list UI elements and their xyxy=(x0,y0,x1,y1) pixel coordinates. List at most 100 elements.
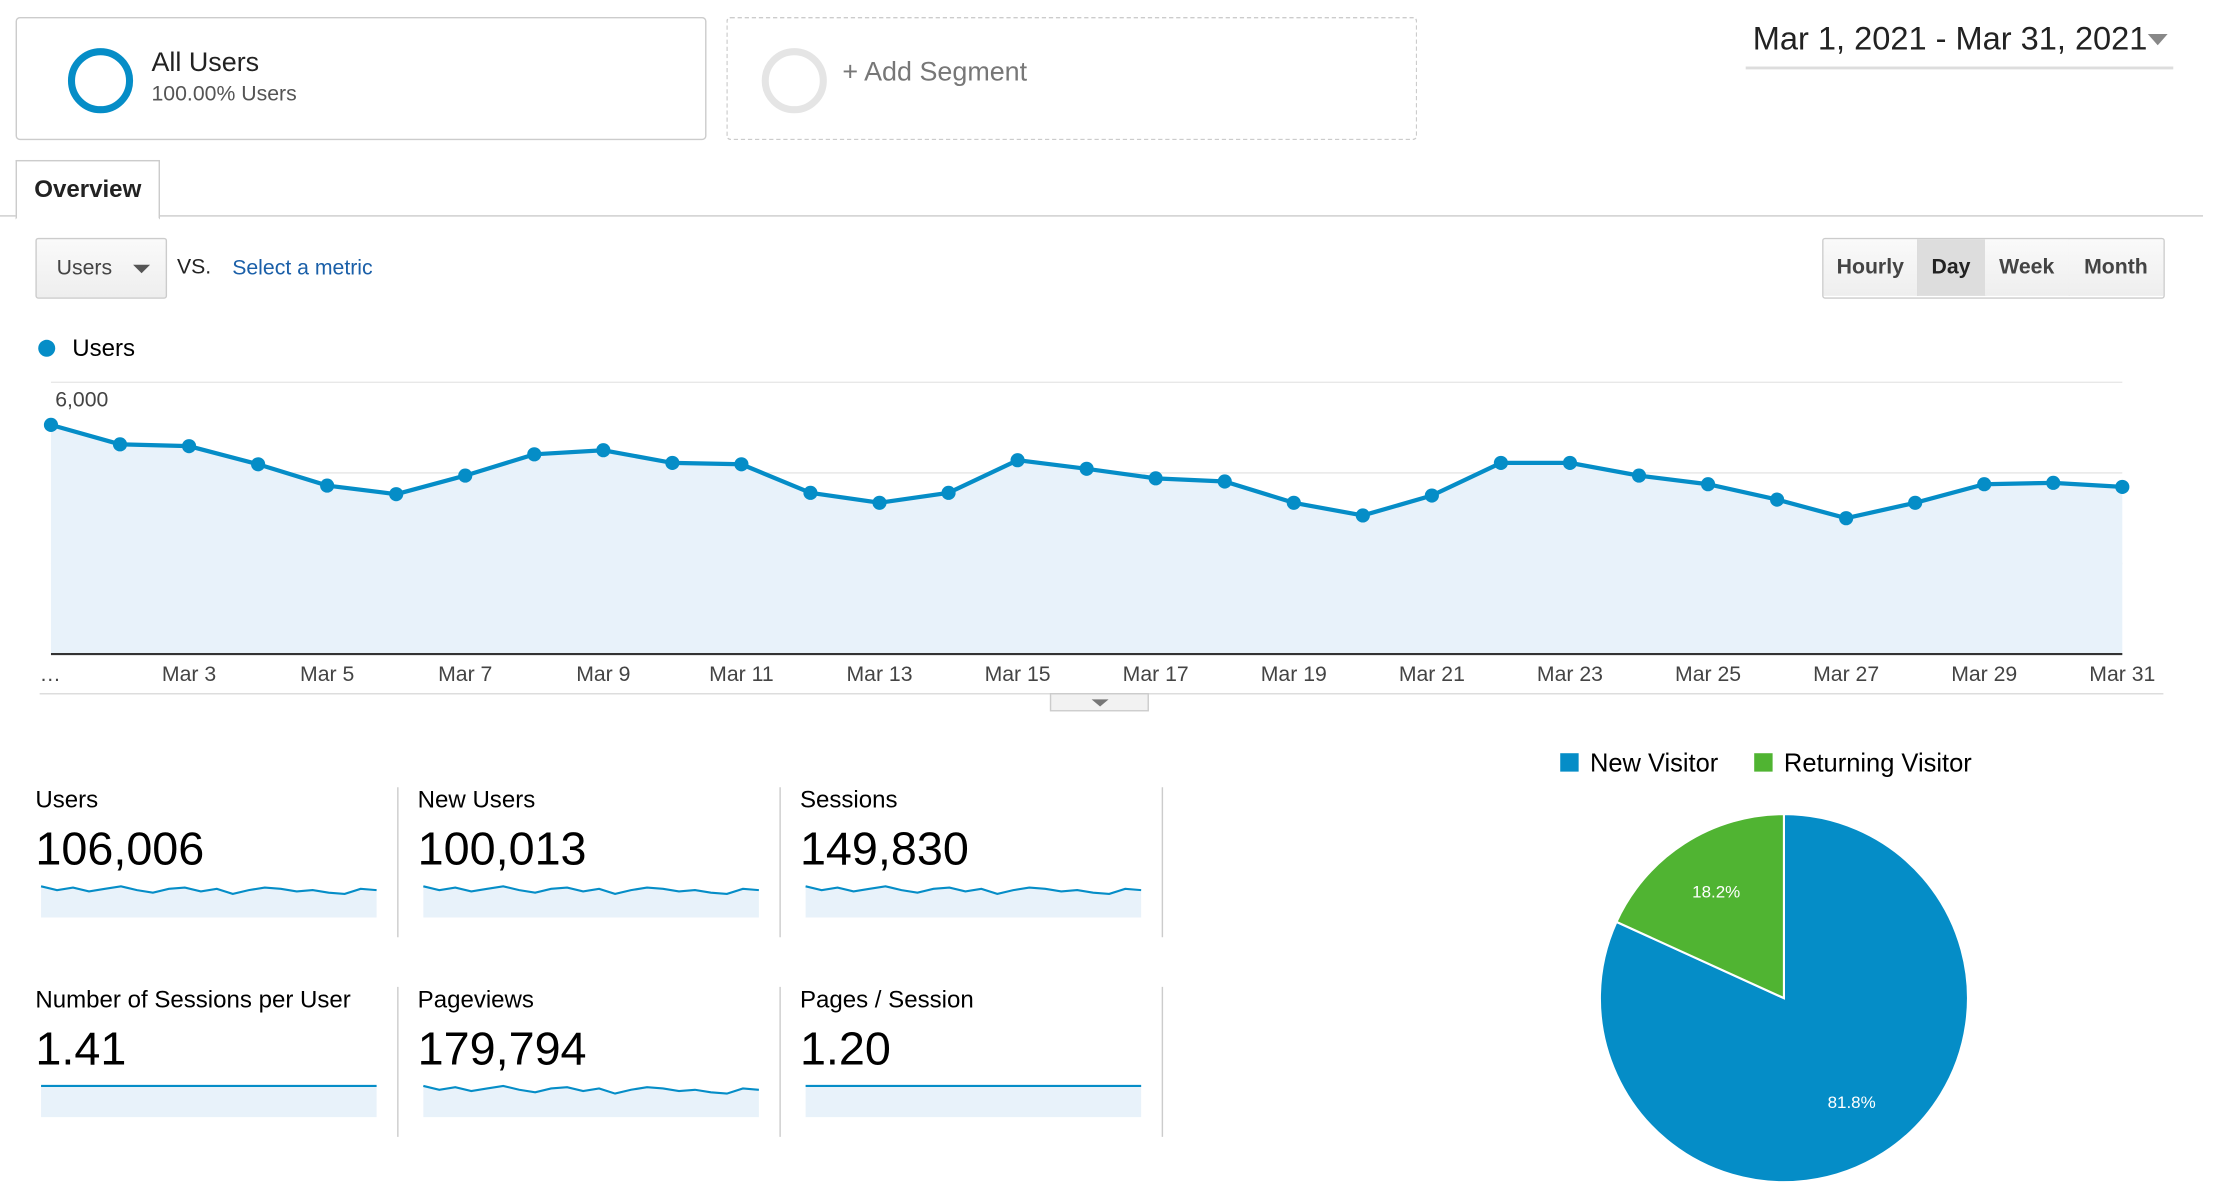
sparkline xyxy=(40,885,377,896)
metric-label: Number of Sessions per User xyxy=(35,986,350,1013)
segment-all-users[interactable]: All Users 100.00% Users xyxy=(15,16,707,141)
sparkline-area xyxy=(41,1085,377,1118)
pie-slice xyxy=(1615,813,1785,1000)
point xyxy=(1010,453,1025,468)
x-tick-label: Mar 17 xyxy=(1123,663,1189,686)
add-segment-label: + Add Segment xyxy=(842,58,1028,88)
x-tick-label: Mar 19 xyxy=(1261,663,1327,686)
point xyxy=(1700,477,1716,492)
dropdown-arrow xyxy=(133,264,151,282)
legend-label: New Visitor xyxy=(1590,749,1719,777)
metric-value: 1.41 xyxy=(35,1022,126,1074)
metric-value: 1.20 xyxy=(800,1022,891,1074)
point xyxy=(1217,474,1232,489)
metric-dropdown[interactable]: Users xyxy=(35,237,168,299)
segment-name: All Users xyxy=(151,48,260,78)
granularity-button[interactable]: Week xyxy=(1984,239,2070,296)
point xyxy=(734,457,749,472)
point xyxy=(665,455,680,470)
point xyxy=(181,439,197,454)
date-range-text: Mar 1, 2021 - Mar 31, 2021 xyxy=(1752,19,2148,57)
sparkline xyxy=(423,1084,759,1095)
granularity-buttons: Hourly Day Week Month xyxy=(1822,237,2165,299)
x-tick-label: Mar 29 xyxy=(1951,663,2017,686)
point xyxy=(1908,495,1923,510)
point xyxy=(1839,511,1854,526)
point xyxy=(1079,461,1094,476)
expand-arrow xyxy=(1091,699,1109,707)
metric-label: Users xyxy=(35,787,98,814)
sparkline-area xyxy=(423,886,759,918)
y-tick-label: 6,000 xyxy=(55,388,108,411)
metric-value: 100,013 xyxy=(418,823,587,875)
sparkline-area xyxy=(805,1085,1142,1118)
x-tick-label: Mar 25 xyxy=(1675,663,1741,686)
tab-divider xyxy=(0,215,2204,217)
x-tick-label: Mar 15 xyxy=(985,663,1051,686)
granularity-button[interactable]: Day xyxy=(1917,239,1987,296)
metric-label: Pageviews xyxy=(418,986,534,1013)
sparkline xyxy=(423,885,759,896)
point xyxy=(1631,468,1647,483)
metric-label: Sessions xyxy=(800,787,898,814)
dropdown-arrow xyxy=(2147,33,2168,55)
slice-label: 81.8% xyxy=(1828,1093,1876,1112)
x-tick-label: Mar 11 xyxy=(709,663,773,686)
x-tick-label: Mar 3 xyxy=(162,663,216,686)
sparkline xyxy=(805,885,1142,896)
point xyxy=(43,417,59,432)
x-tick-label: Mar 5 xyxy=(300,663,354,686)
point xyxy=(1424,488,1439,503)
point xyxy=(389,487,404,502)
point xyxy=(872,495,887,510)
point xyxy=(1148,471,1163,486)
x-tick-label: Mar 21 xyxy=(1399,663,1465,686)
x-tick-label: Mar 9 xyxy=(576,663,630,686)
sparkline-area xyxy=(423,1085,759,1118)
point xyxy=(1493,455,1508,470)
point xyxy=(320,478,335,493)
point xyxy=(251,457,266,472)
vs-label: VS. xyxy=(176,254,212,279)
x-tick-label: Mar 23 xyxy=(1537,663,1603,686)
tab-overview[interactable]: Overview xyxy=(15,159,160,220)
x-tick-label: Mar 13 xyxy=(846,663,912,686)
point xyxy=(1770,492,1785,507)
point xyxy=(1286,495,1301,510)
x-tick-label: Mar 31 xyxy=(2089,663,2155,686)
point xyxy=(1977,477,1992,492)
granularity-button[interactable]: Hourly xyxy=(1823,239,1919,296)
granularity-button[interactable]: Month xyxy=(2068,239,2164,296)
metric-value: 179,794 xyxy=(418,1022,587,1074)
x-tick-label: … xyxy=(40,663,61,686)
segment-icon xyxy=(67,48,134,114)
point xyxy=(527,447,542,462)
pie-slice xyxy=(1598,813,1970,1184)
select-metric-link[interactable]: Select a metric xyxy=(232,256,373,281)
legend-label: Returning Visitor xyxy=(1784,749,1972,777)
area xyxy=(50,424,2123,655)
slice-label: 18.2% xyxy=(1692,882,1740,901)
legend-swatch xyxy=(1754,753,1773,772)
point xyxy=(2115,479,2130,495)
point xyxy=(803,485,818,500)
point xyxy=(2046,475,2061,490)
x-tick-label: Mar 7 xyxy=(438,663,492,686)
x-tick-label: Mar 27 xyxy=(1813,663,1879,686)
metric-value: 106,006 xyxy=(35,823,204,875)
metric-value: 149,830 xyxy=(800,823,969,875)
sparkline-area xyxy=(805,886,1142,918)
legend-marker xyxy=(38,339,56,357)
add-segment[interactable]: + Add Segment xyxy=(726,16,1418,141)
legend-swatch xyxy=(1560,753,1579,772)
point xyxy=(941,485,956,500)
point xyxy=(1355,508,1370,523)
point xyxy=(112,437,128,452)
date-range[interactable]: Mar 1, 2021 - Mar 31, 2021 xyxy=(1745,19,2174,70)
legend-label: Users xyxy=(72,335,135,362)
segment-icon xyxy=(761,48,827,114)
metric-dropdown-label: Users xyxy=(56,256,113,281)
point xyxy=(458,468,473,483)
